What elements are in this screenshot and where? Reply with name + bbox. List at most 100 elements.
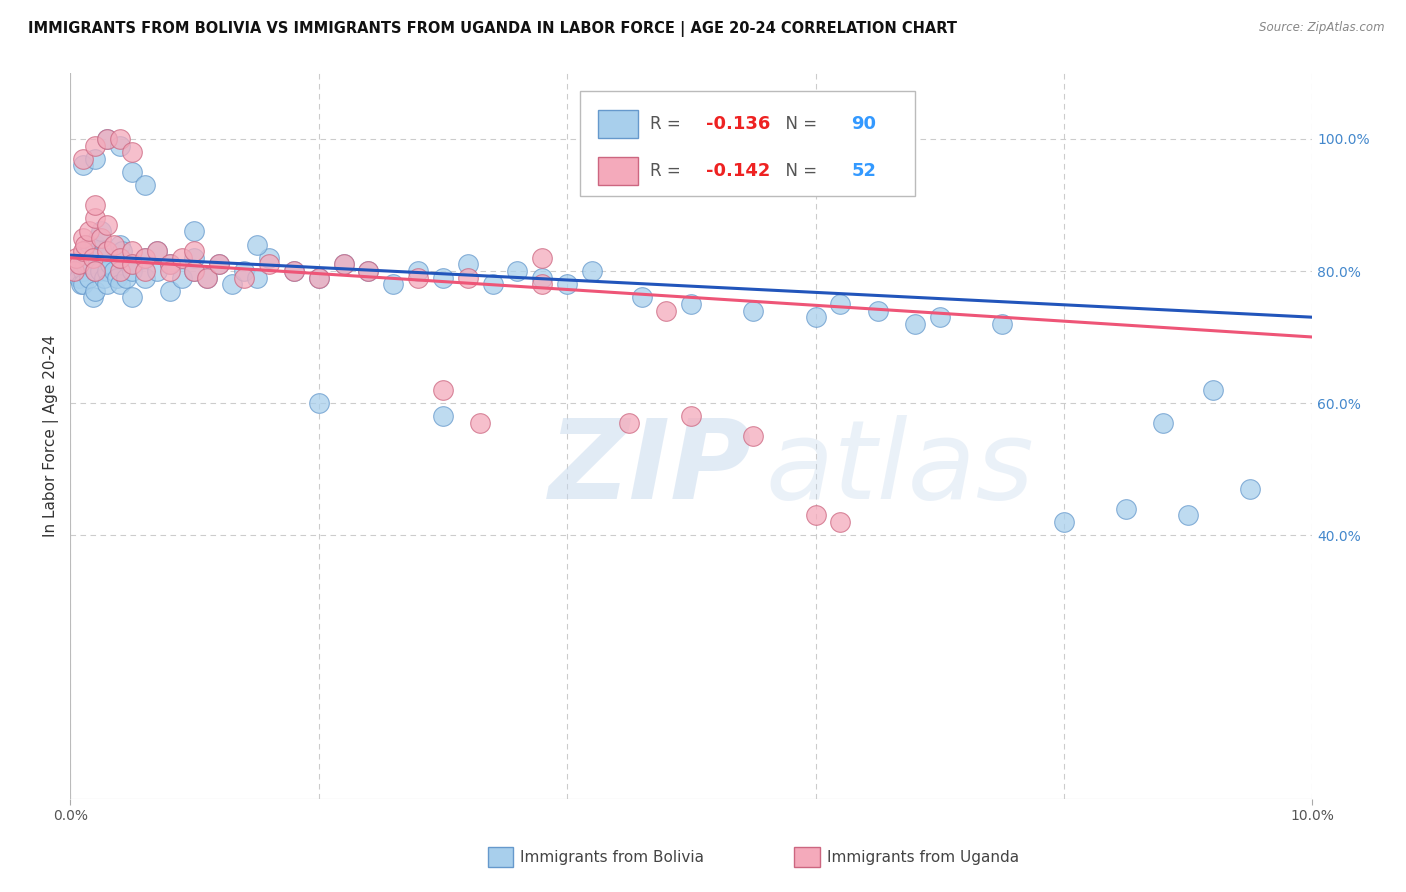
- Point: [382, 277, 405, 292]
- Point: [65, 251, 87, 265]
- Point: [308, 396, 330, 410]
- Point: [170, 251, 193, 265]
- Text: N =: N =: [775, 162, 823, 180]
- Point: [84, 152, 107, 166]
- Point: [70, 277, 93, 292]
- Point: [77, 257, 100, 271]
- Point: [84, 264, 107, 278]
- Point: [308, 270, 330, 285]
- Point: [221, 277, 243, 292]
- Point: [108, 138, 131, 153]
- Point: [103, 237, 125, 252]
- Point: [283, 264, 305, 278]
- Point: [96, 251, 118, 265]
- Point: [830, 515, 852, 529]
- Point: [121, 264, 143, 278]
- Point: [89, 264, 111, 278]
- Point: [96, 244, 118, 259]
- Point: [121, 290, 143, 304]
- Point: [183, 244, 205, 259]
- Point: [159, 257, 181, 271]
- Point: [457, 257, 479, 271]
- Point: [506, 264, 529, 278]
- Point: [108, 237, 131, 252]
- Point: [72, 152, 94, 166]
- Point: [357, 264, 380, 278]
- Point: [432, 270, 454, 285]
- Point: [332, 257, 354, 271]
- Point: [82, 251, 104, 265]
- Point: [108, 264, 131, 278]
- Point: [146, 264, 169, 278]
- Point: [96, 132, 118, 146]
- Point: [681, 409, 703, 424]
- Point: [90, 224, 112, 238]
- Point: [195, 270, 218, 285]
- Bar: [598, 157, 638, 185]
- Text: -0.142: -0.142: [706, 162, 770, 180]
- Text: IMMIGRANTS FROM BOLIVIA VS IMMIGRANTS FROM UGANDA IN LABOR FORCE | AGE 20-24 COR: IMMIGRANTS FROM BOLIVIA VS IMMIGRANTS FR…: [28, 21, 957, 37]
- Point: [245, 270, 267, 285]
- Point: [134, 251, 156, 265]
- Point: [183, 264, 205, 278]
- Point: [121, 257, 143, 271]
- Text: Immigrants from Bolivia: Immigrants from Bolivia: [520, 850, 704, 864]
- Point: [159, 284, 181, 298]
- Y-axis label: In Labor Force | Age 20-24: In Labor Force | Age 20-24: [44, 334, 59, 537]
- Point: [72, 277, 94, 292]
- Point: [470, 416, 492, 430]
- Point: [619, 416, 641, 430]
- Point: [72, 264, 94, 278]
- Point: [357, 264, 380, 278]
- Point: [84, 284, 107, 298]
- Point: [93, 270, 115, 285]
- Point: [84, 237, 107, 252]
- Point: [96, 244, 118, 259]
- Point: [183, 251, 205, 265]
- Point: [84, 211, 107, 226]
- Point: [555, 277, 578, 292]
- Point: [1152, 416, 1174, 430]
- Point: [1202, 383, 1225, 397]
- Point: [581, 264, 603, 278]
- Point: [866, 303, 889, 318]
- Point: [233, 270, 256, 285]
- Text: N =: N =: [775, 115, 823, 133]
- Point: [1115, 501, 1137, 516]
- Point: [531, 251, 554, 265]
- Point: [804, 508, 827, 523]
- Point: [96, 132, 118, 146]
- Point: [98, 257, 121, 271]
- Point: [283, 264, 305, 278]
- Point: [159, 257, 181, 271]
- Point: [82, 290, 104, 304]
- Point: [245, 237, 267, 252]
- Point: [111, 244, 134, 259]
- Point: [630, 290, 652, 304]
- Text: atlas: atlas: [766, 415, 1035, 522]
- Point: [257, 251, 280, 265]
- Point: [183, 224, 205, 238]
- Point: [84, 244, 107, 259]
- Point: [121, 165, 143, 179]
- Point: [108, 251, 131, 265]
- Point: [159, 264, 181, 278]
- Point: [233, 264, 256, 278]
- Bar: [598, 111, 638, 138]
- Point: [103, 264, 125, 278]
- Point: [96, 218, 118, 232]
- Point: [432, 383, 454, 397]
- Point: [77, 224, 100, 238]
- Text: ZIP: ZIP: [548, 415, 752, 522]
- Point: [481, 277, 503, 292]
- Point: [208, 257, 231, 271]
- Point: [121, 145, 143, 160]
- Text: -0.136: -0.136: [706, 115, 770, 133]
- Point: [108, 251, 131, 265]
- Point: [655, 303, 678, 318]
- Point: [75, 244, 97, 259]
- Point: [332, 257, 354, 271]
- Text: Source: ZipAtlas.com: Source: ZipAtlas.com: [1260, 21, 1385, 34]
- Point: [308, 270, 330, 285]
- Point: [531, 277, 554, 292]
